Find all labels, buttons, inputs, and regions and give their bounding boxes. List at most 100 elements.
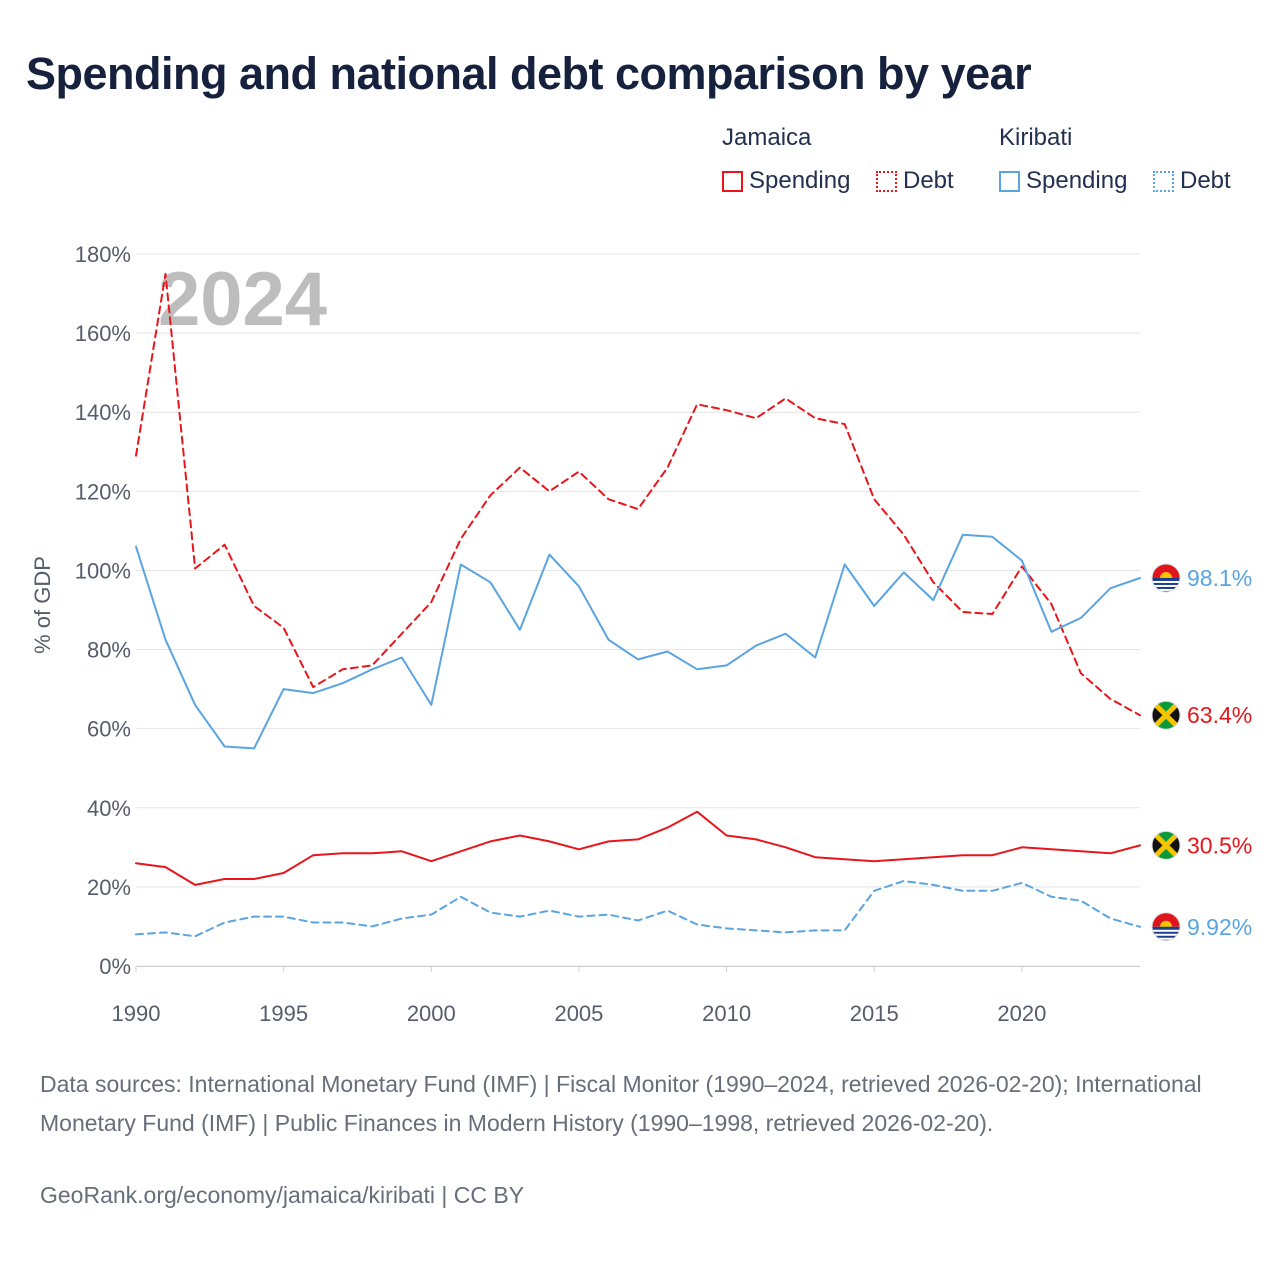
data-point — [872, 604, 876, 608]
flag-wave — [1152, 584, 1180, 587]
data-point — [961, 853, 965, 857]
data-point — [577, 470, 581, 474]
gridlines — [136, 253, 1140, 967]
data-point — [1020, 881, 1024, 885]
legend-item-kiribati-debt[interactable]: Debt — [1153, 164, 1231, 198]
data-point — [1049, 847, 1053, 851]
flag-saltire — [1152, 831, 1180, 860]
flag-graphic — [1152, 831, 1180, 860]
data-point — [1138, 843, 1142, 847]
flag-graphic — [1152, 563, 1180, 592]
data-point — [784, 930, 788, 934]
data-point — [695, 810, 699, 814]
data-point — [606, 497, 610, 501]
data-point — [252, 604, 256, 608]
data-point — [961, 889, 965, 893]
data-point — [134, 932, 138, 936]
data-point — [282, 626, 286, 630]
data-point — [459, 895, 463, 899]
data-point — [341, 920, 345, 924]
data-point — [872, 497, 876, 501]
data-point — [193, 703, 197, 707]
data-point — [606, 839, 610, 843]
data-point — [282, 687, 286, 691]
data-point — [311, 685, 315, 689]
x-tick-label: 2005 — [554, 1001, 603, 1026]
data-point — [164, 272, 168, 276]
data-point — [990, 853, 994, 857]
y-tick-label: 0% — [99, 954, 131, 979]
legend-label: Spending — [749, 167, 851, 194]
data-point — [931, 883, 935, 887]
data-point — [872, 859, 876, 863]
legend-swatch-dotted-blue — [1153, 170, 1174, 192]
data-point — [784, 632, 788, 636]
data-point — [547, 553, 551, 557]
legend-item-jamaica-spending[interactable]: Spending — [722, 164, 850, 198]
series-lines — [134, 272, 1142, 938]
data-point — [1079, 849, 1083, 853]
y-tick-label: 140% — [75, 400, 131, 425]
x-tick-label: 1990 — [112, 1001, 161, 1026]
x-tick-label: 1995 — [259, 1001, 308, 1026]
data-point — [429, 859, 433, 863]
legend-country-kiribati: Kiribati — [999, 124, 1073, 151]
x-tick-label: 2020 — [997, 1001, 1046, 1026]
data-point — [1108, 917, 1112, 921]
data-point — [459, 563, 463, 567]
data-point — [547, 909, 551, 913]
data-point — [843, 422, 847, 426]
data-point — [370, 924, 374, 928]
data-point — [1138, 713, 1142, 717]
data-point — [813, 928, 817, 932]
data-point — [1020, 845, 1024, 849]
data-point — [252, 746, 256, 750]
legend-label: Debt — [903, 167, 954, 194]
y-tick-label: 180% — [75, 242, 131, 267]
data-point — [1138, 576, 1142, 580]
data-point — [459, 537, 463, 541]
data-point — [843, 563, 847, 567]
data-point — [990, 889, 994, 893]
data-point — [400, 917, 404, 921]
legend-swatch-solid-red — [722, 170, 743, 192]
data-point — [488, 839, 492, 843]
data-point — [961, 610, 965, 614]
series-line-kiribati-debt — [135, 880, 1141, 938]
data-point — [695, 667, 699, 671]
legend-item-jamaica-debt[interactable]: Debt — [876, 164, 954, 198]
y-axis-ticks: 0% 20% 40% 60% 80% 100% 120% 140% 160% 180% — [75, 242, 131, 979]
data-point — [931, 580, 935, 584]
data-point — [725, 926, 729, 930]
flag-wave — [1152, 929, 1180, 932]
data-point — [813, 855, 817, 859]
end-value-label: 98.1% — [1187, 565, 1252, 591]
data-point — [606, 913, 610, 917]
data-point — [813, 655, 817, 659]
data-point — [872, 889, 876, 893]
flag-kiribati-icon — [1151, 563, 1181, 593]
chart-title: Spending and national debt comparison by… — [26, 48, 1032, 99]
data-point — [754, 837, 758, 841]
data-point — [341, 851, 345, 855]
data-point — [429, 600, 433, 604]
legend-item-kiribati-spending[interactable]: Spending — [999, 164, 1127, 198]
data-point — [488, 493, 492, 497]
data-point — [223, 543, 227, 547]
data-point — [754, 644, 758, 648]
data-point — [990, 612, 994, 616]
flag-outline — [1151, 912, 1181, 942]
data-point — [577, 584, 581, 588]
data-point — [134, 454, 138, 458]
credit-link[interactable]: GeoRank.org/economy/jamaica/kiribati | C… — [40, 1182, 525, 1208]
data-point — [902, 533, 906, 537]
data-point — [666, 826, 670, 830]
x-axis-ticks: 1990 1995 2000 2005 2010 2015 2020 — [112, 966, 1046, 1026]
data-point — [164, 865, 168, 869]
data-point — [902, 570, 906, 574]
flag-red-field — [1152, 563, 1180, 578]
y-tick-label: 120% — [75, 479, 131, 504]
data-point — [754, 416, 758, 420]
flag-graphic — [1152, 912, 1180, 941]
